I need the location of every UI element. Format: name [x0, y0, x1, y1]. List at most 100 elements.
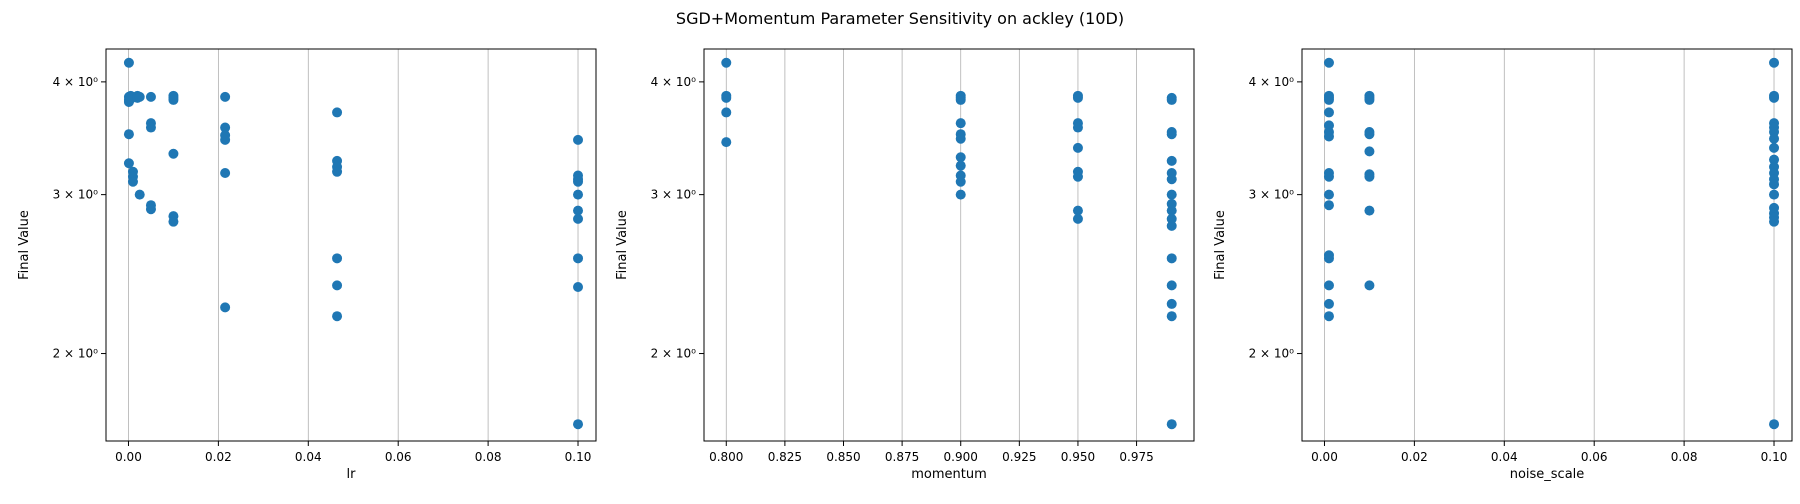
y-tick-label: 3 × 10⁰ [53, 188, 99, 202]
scatter-point [1323, 311, 1334, 322]
scatter-point [1769, 419, 1780, 430]
scatter-point [1769, 179, 1780, 190]
y-tick-label: 3 × 10⁰ [1249, 188, 1295, 202]
x-tick-label: 0.800 [709, 450, 743, 464]
scatter-point [1072, 142, 1083, 153]
scatter-point [1769, 154, 1780, 165]
scatter-point [1166, 94, 1177, 105]
x-tick-label: 0.975 [1119, 450, 1153, 464]
scatter-point [1166, 213, 1177, 224]
x-tick-label: 0.06 [1581, 450, 1608, 464]
scatter-point [1364, 205, 1375, 216]
scatter-point [220, 134, 231, 145]
x-axis-label: momentum [911, 467, 987, 482]
x-tick-label: 0.04 [1491, 450, 1518, 464]
scatter-point [1166, 253, 1177, 264]
scatter-point [1166, 155, 1177, 166]
scatter-point [1072, 205, 1083, 216]
y-tick-label: 2 × 10⁰ [53, 347, 99, 361]
x-tick-label: 0.925 [1002, 450, 1036, 464]
scatter-point [332, 107, 343, 118]
scatter-point [127, 176, 138, 187]
scatter-point [1323, 200, 1334, 211]
scatter-point [1166, 205, 1177, 216]
scatter-point [573, 282, 584, 293]
scatter-point [1166, 174, 1177, 185]
scatter-point [1323, 189, 1334, 200]
scatter-point [955, 133, 966, 144]
x-tick-label: 0.08 [1671, 450, 1698, 464]
scatter-point [1072, 92, 1083, 103]
scatter-point [1072, 122, 1083, 133]
subplot-3: 0.00 0.02 0.04 0.06 0.08 0.10 2 × 10⁰ 3 × 10⁰ 4 … [1213, 48, 1793, 482]
y-axis-label: Final Value [17, 210, 32, 280]
y-tick-label: 4 × 10⁰ [53, 75, 99, 89]
axes-frame [1301, 48, 1793, 442]
scatter-point [220, 91, 231, 102]
scatter-point [573, 189, 584, 200]
figure-title: SGD+Momentum Parameter Sensitivity on ac… [676, 9, 1124, 28]
scatter-point [168, 94, 179, 105]
scatter-point [1364, 280, 1375, 291]
subplot-1: 0.00 0.02 0.04 0.06 0.08 0.10 2 × 10⁰ 3 × 10⁰ 4 … [17, 48, 597, 482]
scatter-point [1769, 216, 1780, 227]
scatter-point [721, 137, 732, 148]
scatter-point [955, 189, 966, 200]
scatter-point [573, 213, 584, 224]
scatter-point [955, 152, 966, 163]
x-tick-label: 0.04 [295, 450, 322, 464]
scatter-point [1364, 171, 1375, 182]
scatter-point [1364, 129, 1375, 140]
scatter-point [955, 160, 966, 171]
scatter-point [573, 253, 584, 264]
scatter-point [955, 94, 966, 105]
scatter-point [1323, 57, 1334, 68]
scatter-point [1072, 171, 1083, 182]
y-tick-label: 2 × 10⁰ [1249, 347, 1295, 361]
x-tick-label: 0.10 [1761, 450, 1788, 464]
scatter-point [134, 189, 145, 200]
axes-frame [703, 48, 1195, 442]
scatter-point [573, 419, 584, 430]
scatter-point [145, 204, 156, 215]
scatter-point [1323, 171, 1334, 182]
x-tick-label: 0.850 [826, 450, 860, 464]
x-axis-label: noise_scale [1510, 467, 1585, 482]
scatter-point [145, 91, 156, 102]
x-tick-label: 0.950 [1061, 450, 1095, 464]
axes-frame [105, 48, 597, 442]
x-tick-label: 0.02 [205, 450, 232, 464]
scatter-point [1323, 94, 1334, 105]
scatter-point [145, 122, 156, 133]
scatter-point [1166, 298, 1177, 309]
scatter-point [1769, 189, 1780, 200]
scatter-point [573, 205, 584, 216]
scatter-point [1323, 253, 1334, 264]
x-tick-label: 0.900 [944, 450, 978, 464]
x-tick-label: 0.02 [1401, 450, 1428, 464]
scatter-point [721, 92, 732, 103]
scatter-point [123, 57, 134, 68]
y-tick-label: 4 × 10⁰ [651, 75, 697, 89]
scatter-point [220, 302, 231, 313]
scatter-point [134, 91, 145, 102]
x-tick-label: 0.06 [385, 450, 412, 464]
scatter-point [1364, 94, 1375, 105]
y-tick-label: 2 × 10⁰ [651, 347, 697, 361]
scatter-point [1166, 220, 1177, 231]
y-tick-label: 3 × 10⁰ [651, 188, 697, 202]
scatter-point [123, 129, 134, 140]
x-tick-label: 0.08 [475, 450, 502, 464]
scatter-point [573, 176, 584, 187]
scatter-point [220, 122, 231, 133]
scatter-point [1166, 189, 1177, 200]
scatter-point [1769, 57, 1780, 68]
scatter-point [1166, 280, 1177, 291]
scatter-point [332, 166, 343, 177]
scatter-point [955, 176, 966, 187]
scatter-point [220, 168, 231, 179]
scatter-point [1769, 133, 1780, 144]
x-axis-label: lr [347, 467, 357, 482]
scatter-point [1166, 311, 1177, 322]
